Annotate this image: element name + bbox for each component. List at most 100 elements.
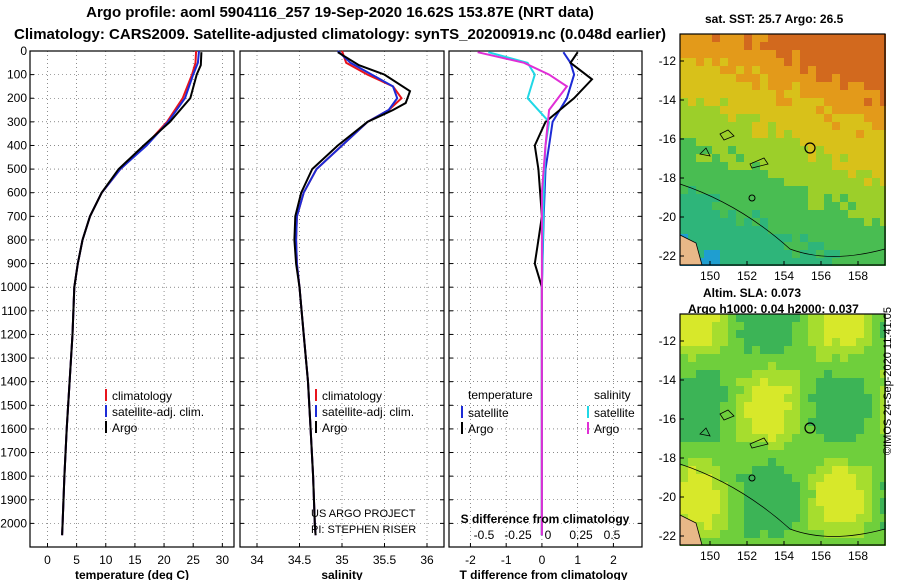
map-cell [840,498,848,506]
map-cell [856,250,864,258]
map-cell [800,314,808,322]
map-cell [704,170,712,178]
map-cell [816,354,824,362]
map-cell [768,138,776,146]
map-cell [760,482,768,490]
map-cell [720,386,728,394]
map-cell [856,106,864,114]
map-cell [744,34,752,42]
map-cell [832,74,840,82]
map-cell [848,386,856,394]
map-cell [768,418,776,426]
x-tick-label: 35 [335,553,349,567]
map-cell [776,258,784,266]
map-cell [848,514,856,522]
map-cell [776,530,784,538]
map-cell [776,378,784,386]
map-cell [720,242,728,250]
map-cell [736,82,744,90]
map-cell [864,186,872,194]
map-cell [688,370,696,378]
map-cell [880,186,886,194]
map-cell [864,90,872,98]
map-cell [696,402,704,410]
map-cell [784,226,792,234]
map-cell [856,114,864,122]
secondary-x-tick-label: 0.25 [569,528,593,542]
map-cell [832,162,840,170]
map-cell [720,522,728,530]
map-cell [696,434,704,442]
map-cell [720,74,728,82]
map-cell [688,234,696,242]
map-cell [744,202,752,210]
map-cell [760,386,768,394]
map-cell [752,210,760,218]
map-cell [680,338,688,346]
map-cell [680,490,688,498]
map-cell [728,194,736,202]
map-cell [728,42,736,50]
map-cell [824,370,832,378]
map-cell [856,66,864,74]
map-cell [832,434,840,442]
map-cell [848,370,856,378]
map-cell [840,346,848,354]
map-cell [704,314,712,322]
map-cell [752,194,760,202]
map-cell [736,50,744,58]
map-cell [800,218,808,226]
map-cell [864,386,872,394]
map-cell [728,234,736,242]
map-cell [840,42,848,50]
map-cell [880,130,886,138]
map-cell [816,378,824,386]
map-cell [704,50,712,58]
map-cell [768,474,776,482]
map-cell [792,418,800,426]
map-cell [720,170,728,178]
map-cell [864,442,872,450]
x-tick-label: 35.5 [373,553,397,567]
map-cell [840,418,848,426]
map-cell [872,58,880,66]
x-tick-label: 10 [99,553,113,567]
map-cell [792,74,800,82]
map-cell [872,530,880,538]
map-cell [696,50,704,58]
map-cell [776,474,784,482]
map-cell [792,386,800,394]
map-cell [808,34,816,42]
map-cell [688,354,696,362]
map-cell [776,370,784,378]
map-cell [864,514,872,522]
y-tick-label: 700 [7,209,27,223]
map-cell [856,474,864,482]
map-cell [792,538,800,546]
map-cell [864,322,872,330]
map-cell [848,378,856,386]
map-cell [840,330,848,338]
map-cell [784,314,792,322]
map-cell [864,138,872,146]
map-cell [792,170,800,178]
map-cell [720,162,728,170]
map-cell [792,162,800,170]
map-cell [752,90,760,98]
map-cell [872,506,880,514]
map-cell [840,74,848,82]
map-cell [736,114,744,122]
map-cell [856,538,864,546]
map-cell [872,482,880,490]
map-cell [712,74,720,82]
map-cell [808,210,816,218]
map-cell [728,66,736,74]
map-cell [824,458,832,466]
map-cell [840,250,848,258]
map-cell [784,354,792,362]
map-cell [816,474,824,482]
map-cell [776,434,784,442]
map-cell [792,66,800,74]
map-cell [856,354,864,362]
